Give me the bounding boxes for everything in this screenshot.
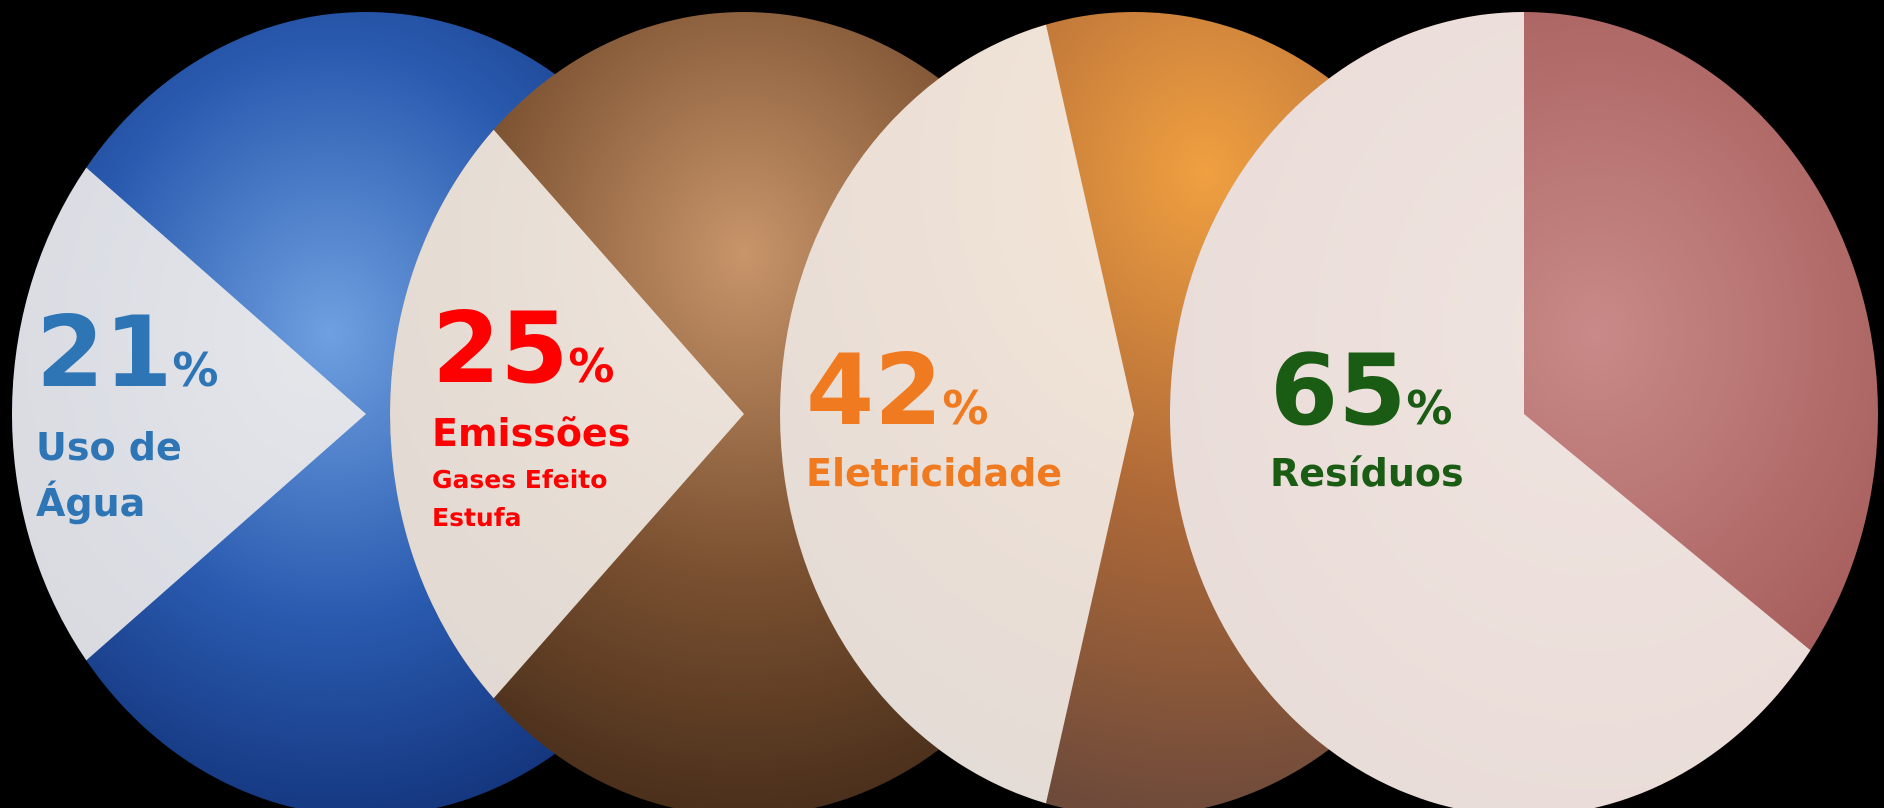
pie-group: 65% Resíduos: [1170, 12, 1878, 808]
label: Uso de: [36, 425, 182, 469]
sublabel: Estufa: [432, 503, 521, 532]
percent-number: 21: [36, 296, 172, 410]
percent-sign: %: [568, 339, 614, 393]
label: Água: [36, 481, 145, 525]
percent-number: 25: [432, 292, 568, 406]
percent-sign: %: [1406, 381, 1452, 435]
label: Resíduos: [1270, 451, 1464, 495]
label: Eletricidade: [806, 451, 1062, 495]
label: Emissões: [432, 411, 630, 455]
percent-number: 65: [1270, 334, 1406, 448]
infographic: 21% Uso de Água 25% Emissões Gases Efeito Estu…: [0, 0, 1884, 808]
percent-number: 42: [806, 334, 942, 448]
sublabel: Gases Efeito: [432, 465, 607, 494]
percent-sign: %: [172, 343, 218, 397]
percent-sign: %: [942, 381, 988, 435]
